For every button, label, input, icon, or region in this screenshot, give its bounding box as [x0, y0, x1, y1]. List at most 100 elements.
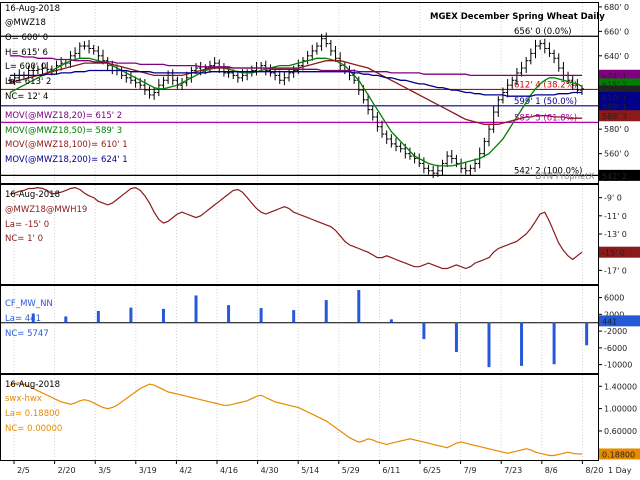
ma-legend-100: MOV(@MWZ18,100)= 610' 1	[5, 140, 128, 150]
p1-open: O= 600' 0	[5, 33, 48, 43]
position-bar	[292, 310, 296, 323]
price-right-label-5-bg	[599, 110, 640, 122]
position-bar	[552, 322, 556, 365]
spread-right-label: -15' 0	[602, 249, 625, 258]
fib-label-3: 585' 5 (61.8%)	[514, 113, 577, 123]
position-bar	[64, 316, 68, 323]
ma-line-ma200	[10, 55, 582, 77]
ma-line-ma100	[10, 69, 582, 97]
y-tick-label: 640' 0	[604, 52, 629, 61]
ratio-header: 16-Aug-2018 swx-hwx La= 0.18800 NC= 0.00…	[5, 380, 62, 434]
panel-frame-1	[0, 2, 599, 184]
y-tick-label: -10000	[604, 361, 632, 370]
fib-label-4: 542' 2 (100.0%)	[514, 166, 582, 176]
position-bar	[389, 319, 393, 323]
p2-symbol: @MWZ18@MWH19	[5, 205, 87, 215]
price-right-label-4-bg	[599, 100, 640, 112]
commitment-header: CF_MW_NN La= 441 NC= 5747	[5, 299, 53, 339]
fib-label-2: 599' 1 (50.0%)	[514, 97, 577, 107]
y-tick-label: -13' 0	[604, 230, 627, 239]
panel-frames	[0, 2, 599, 461]
position-bar	[422, 322, 426, 340]
commitment-right-label: 441	[602, 317, 617, 326]
fib-label-0: 656' 0 (0.0%)	[514, 27, 572, 37]
panel-frame-4	[0, 374, 599, 461]
position-bar	[227, 305, 231, 323]
p3-symbol: CF_MW_NN	[5, 299, 53, 309]
y-tick-label: 2000	[604, 310, 624, 319]
x-axis: 2/5 2/20 3/5 3/19 4/2 4/16 4/30 5/14 5/29 6/11 6/2…	[13, 460, 603, 475]
position-bar	[357, 290, 361, 323]
panel-frame-3	[0, 285, 599, 374]
price-right-label-6: 542' 2	[602, 172, 627, 181]
x-tick-label: 7/9	[464, 466, 477, 475]
price-right-label-6-bg	[599, 169, 640, 181]
spread-panel[interactable]: -9' 0-11' 0-13' 0-15' 0-17' 0-15' 0	[9, 186, 640, 276]
x-tick-label: 3/19	[139, 466, 157, 475]
price-panel[interactable]: 656' 0 (0.0%) 612' 4 (38.2%) 599' 1 (50.0%…	[1, 3, 640, 183]
position-bar	[31, 313, 35, 323]
x-tick-label: 3/5	[98, 466, 111, 475]
ma-legend-20: MOV(@MWZ18,20)= 615' 2	[5, 111, 122, 121]
price-right-label-1: 615' 2	[602, 80, 627, 89]
spread-header: 16-Aug-2018 @MWZ18@MWH19 La= -15' 0 NC= …	[5, 190, 87, 244]
position-bar	[324, 300, 328, 323]
p4-symbol: swx-hwx	[5, 394, 42, 404]
ma-legend-50: MOV(@MWZ18,50)= 589' 3	[5, 126, 122, 136]
ma-line-ma50	[9, 60, 582, 125]
p2-last: La= -15' 0	[5, 220, 49, 230]
commitment-panel[interactable]: 6000 2000 -2000 -6000 -10000 441	[1, 290, 640, 370]
x-tick-label: 7/23	[504, 466, 522, 475]
p1-last: La= 613' 2	[5, 77, 51, 87]
x-tick-label: 4/30	[261, 466, 279, 475]
y-tick-label: 1.40000	[604, 382, 637, 391]
position-bar	[194, 295, 198, 323]
position-bar	[259, 308, 263, 323]
price-right-label-0-bg	[599, 69, 640, 81]
p2-netchange: NC= 1' 0	[5, 234, 43, 244]
y-tick-label: -9' 0	[604, 194, 622, 203]
position-bar	[487, 322, 491, 368]
price-right-label-2-bg	[599, 85, 640, 97]
x-tick-label: 5/14	[301, 466, 319, 475]
x-tick-label: 8/20	[585, 466, 603, 475]
y-tick-label: -6000	[604, 344, 627, 353]
p1-low: L= 600' 0	[5, 62, 46, 72]
y-tick-label: -2000	[604, 327, 627, 336]
y-tick-label: 580' 0	[604, 125, 629, 134]
y-tick-label: -11' 0	[604, 212, 627, 221]
p4-date: 16-Aug-2018	[5, 380, 60, 390]
fib-label-1: 612' 4 (38.2%)	[514, 80, 577, 90]
p1-date: 16-Aug-2018	[5, 4, 60, 14]
y-tick-label: 680' 0	[604, 3, 629, 12]
x-tick-label: 2/5	[17, 466, 30, 475]
position-bar	[96, 310, 100, 323]
chart-title: MGEX December Spring Wheat Daily	[430, 12, 605, 22]
spread-right-label-bg	[599, 246, 640, 258]
p4-netchange: NC= 0.00000	[5, 424, 62, 434]
p1-symbol: @MWZ18	[5, 18, 46, 28]
price-right-label-0: 624' 1	[602, 72, 627, 81]
x-tick-label: 6/25	[423, 466, 441, 475]
position-bar	[161, 308, 165, 323]
position-bar	[585, 322, 589, 346]
spread-line	[9, 186, 583, 270]
y-tick-label: 560' 0	[604, 150, 629, 159]
y-tick-label: 1.00000	[604, 405, 637, 414]
position-bar	[520, 322, 524, 366]
price-right-label-3: 610' 1	[602, 94, 627, 103]
price-header: 16-Aug-2018 @MWZ18 O= 600' 0 H= 615' 6 L…	[5, 4, 605, 182]
p3-netchange: NC= 5747	[5, 329, 49, 339]
x-tick-label: 4/2	[179, 466, 192, 475]
x-grid	[13, 3, 583, 460]
x-tick-label: 6/11	[382, 466, 400, 475]
x-tick-label: 2/20	[58, 466, 76, 475]
panel-frame-2	[0, 184, 599, 285]
watermark: DTN ProphetX	[535, 172, 595, 182]
x-tick-label: 8/6	[545, 466, 558, 475]
price-right-label-5: 589' 3	[602, 112, 627, 121]
ratio-right-label-bg	[599, 448, 640, 460]
price-right-label-1-bg	[599, 78, 640, 90]
